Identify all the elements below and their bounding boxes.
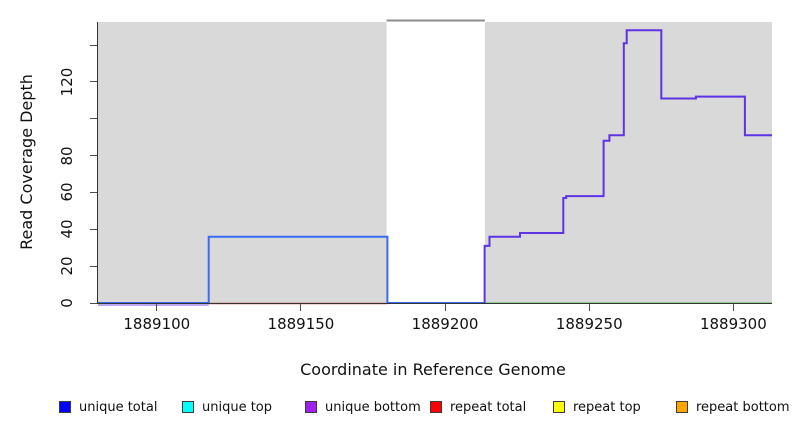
y-tick-label: 120: [58, 67, 76, 97]
legend-label: repeat bottom: [696, 399, 790, 415]
legend-label: repeat top: [573, 399, 641, 415]
x-axis-line: [97, 303, 772, 304]
x-axis-title: Coordinate in Reference Genome: [300, 360, 566, 379]
legend-item-repeat-top: repeat top: [553, 399, 641, 415]
legend-swatch-icon: [305, 401, 317, 413]
y-tick: [90, 118, 97, 120]
legend-swatch-icon: [553, 401, 565, 413]
x-tick: [588, 304, 590, 311]
y-tick: [90, 228, 97, 230]
x-tick: [732, 304, 734, 311]
legend-item-unique-top: unique top: [182, 399, 272, 415]
legend-swatch-icon: [182, 401, 194, 413]
x-tick-label: 1889150: [267, 315, 335, 333]
y-tick: [90, 191, 97, 193]
legend-item-unique-total: unique total: [59, 399, 157, 415]
x-tick-label: 1889250: [555, 315, 623, 333]
y-axis-title: Read Coverage Depth: [17, 74, 36, 250]
y-tick: [90, 302, 97, 304]
coverage-gap-top-line: [386, 19, 485, 22]
x-tick: [444, 304, 446, 311]
legend-swatch-icon: [59, 401, 71, 413]
legend-item-repeat-bottom: repeat bottom: [676, 399, 790, 415]
plot-area: [98, 19, 772, 306]
x-tick-label: 1889200: [411, 315, 479, 333]
y-tick-label: 80: [58, 146, 76, 166]
legend-swatch-icon: [676, 401, 688, 413]
legend-swatch-icon: [430, 401, 442, 413]
x-tick-label: 1889300: [699, 315, 767, 333]
legend-label: unique top: [202, 399, 273, 415]
x-tick: [300, 304, 302, 311]
coverage-gap-region: [386, 22, 485, 303]
y-tick: [90, 81, 97, 83]
legend-label: unique total: [79, 399, 158, 415]
x-tick-label: 1889100: [123, 315, 191, 333]
legend-item-unique-bottom: unique bottom: [305, 399, 421, 415]
x-tick: [156, 304, 158, 311]
series-unique-bottom-right-block: [483, 29, 772, 303]
y-axis-line: [97, 22, 98, 304]
legend-item-repeat-total: repeat total: [430, 399, 526, 415]
y-tick: [90, 155, 97, 157]
legend-label: unique bottom: [325, 399, 421, 415]
y-tick: [90, 44, 97, 46]
y-tick: [90, 265, 97, 267]
legend-label: repeat total: [450, 399, 527, 415]
